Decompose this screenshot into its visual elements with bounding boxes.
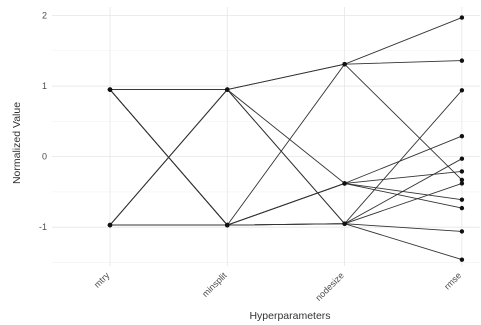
series-line xyxy=(110,223,463,261)
data-points xyxy=(107,15,465,262)
grid xyxy=(52,7,480,266)
data-point xyxy=(459,197,465,202)
y-tick-label: -1 xyxy=(39,222,47,232)
data-point xyxy=(459,177,465,183)
data-point xyxy=(342,61,347,67)
data-point xyxy=(459,169,465,174)
data-point xyxy=(459,133,465,139)
data-point xyxy=(107,87,113,92)
y-tick-labels: -1 0 1 2 xyxy=(39,10,47,232)
data-point xyxy=(459,181,465,186)
data-point xyxy=(225,222,230,228)
x-tick-label: minsplit xyxy=(200,270,229,299)
y-tick-label: 1 xyxy=(42,81,47,91)
data-point xyxy=(342,221,347,226)
data-point xyxy=(225,87,230,92)
series-line xyxy=(109,88,463,226)
x-tick-label: nodesize xyxy=(313,270,346,303)
data-point xyxy=(459,229,465,234)
y-axis-title: Normalized Value xyxy=(11,102,23,184)
data-point xyxy=(459,156,465,161)
x-tick-label: mtry xyxy=(92,270,112,290)
data-point xyxy=(459,205,465,211)
data-point xyxy=(342,181,347,186)
series-line xyxy=(109,63,463,226)
y-tick-label: 2 xyxy=(42,10,47,20)
x-tick-labels: mtry minsplit nodesize rmse xyxy=(92,270,463,303)
x-tick-label: rmse xyxy=(442,270,463,291)
series-lines xyxy=(109,17,463,261)
series-line xyxy=(110,60,462,91)
series-line xyxy=(110,17,463,91)
series-line xyxy=(110,182,462,226)
data-point xyxy=(459,88,465,93)
y-tick-label: 0 xyxy=(42,152,47,162)
data-point xyxy=(459,15,465,20)
x-axis-title: Hyperparameters xyxy=(249,310,330,322)
data-point xyxy=(107,222,113,228)
data-point xyxy=(459,58,465,63)
series-line xyxy=(109,88,462,232)
data-point xyxy=(459,257,465,262)
